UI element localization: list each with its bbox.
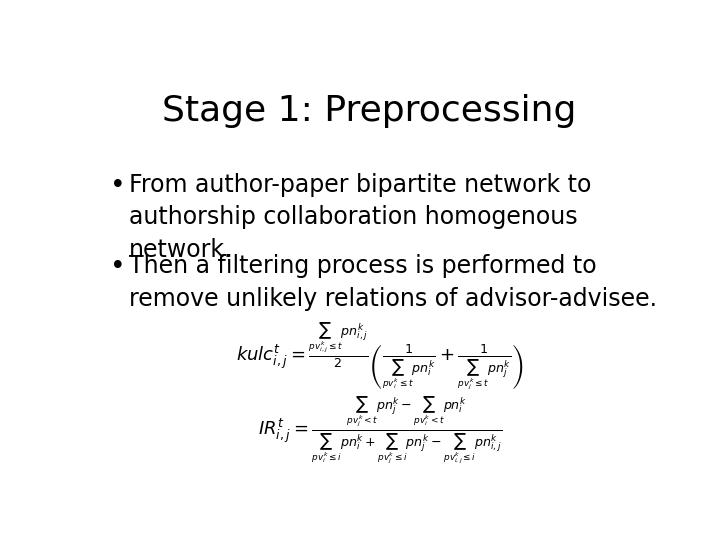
Text: $kulc^t_{i,j} = \frac{\sum_{pv^k_{i,j} \leq t} pn^k_{i,j}}{2}\left( \frac{1}{\su: $kulc^t_{i,j} = \frac{\sum_{pv^k_{i,j} \… <box>236 320 524 392</box>
Text: •: • <box>110 254 126 280</box>
Text: $IR^t_{i,j} = \frac{\sum_{pv^k_j < t} pn^k_j - \sum_{pv^k_i < t} pn^k_i}{\sum_{p: $IR^t_{i,j} = \frac{\sum_{pv^k_j < t} pn… <box>258 395 503 467</box>
Text: Then a filtering process is performed to
remove unlikely relations of advisor-ad: Then a filtering process is performed to… <box>129 254 657 310</box>
Text: •: • <box>110 173 126 199</box>
Text: Stage 1: Preprocessing: Stage 1: Preprocessing <box>162 94 576 128</box>
Text: From author-paper bipartite network to
authorship collaboration homogenous
netwo: From author-paper bipartite network to a… <box>129 173 591 262</box>
